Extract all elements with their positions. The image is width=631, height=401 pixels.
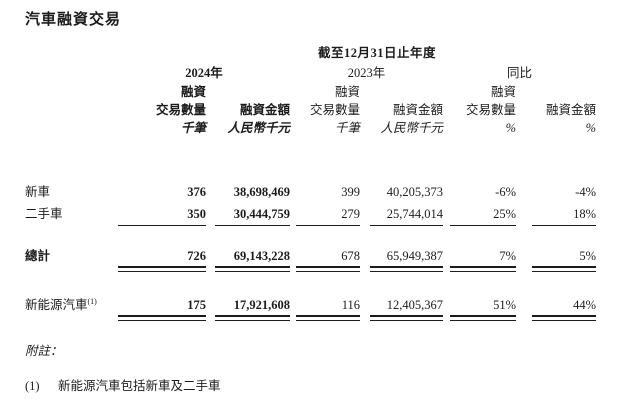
double-rule-line xyxy=(118,266,206,272)
table-row-nev: 新能源汽車(1) 175 17,921,608 116 12,405,367 5… xyxy=(25,297,631,313)
group-header-2023: 2023年 xyxy=(347,66,386,80)
group-header-2024: 2024年 xyxy=(185,66,223,80)
year-group-row: 2024年 2023年 同比 xyxy=(25,65,631,81)
period-header: 截至12月31日止年度 xyxy=(317,46,436,60)
spacer xyxy=(25,225,118,226)
double-rule-line xyxy=(370,315,443,321)
rule-line xyxy=(450,225,516,226)
double-rule-line xyxy=(296,315,360,321)
cell-2024-count: 376 xyxy=(187,185,206,199)
cell-2023-amount: 12,405,367 xyxy=(386,298,443,312)
cell-yoy-count: 7% xyxy=(499,249,516,263)
rule-line xyxy=(215,225,290,226)
cell-2023-count: 279 xyxy=(341,207,360,221)
column-header-row: 交易數量 融資金額 交易數量 融資金額 交易數量 融資金額 xyxy=(25,102,631,118)
unit-yoy-count: % xyxy=(505,121,516,135)
cell-2024-amount: 38,698,469 xyxy=(233,185,290,199)
cell-2024-count: 350 xyxy=(187,207,206,221)
units-row: 千筆 人民幣千元 千筆 人民幣千元 % % xyxy=(25,120,631,136)
rule-line xyxy=(118,225,206,226)
financing-label-2023: 融資 xyxy=(334,85,360,99)
row-label: 新車 xyxy=(25,185,51,199)
double-rule-line xyxy=(532,315,596,321)
cell-2023-amount: 25,744,014 xyxy=(386,207,443,221)
rule-line xyxy=(532,225,596,226)
cell-2024-amount: 17,921,608 xyxy=(233,298,290,312)
double-rule-line xyxy=(532,266,596,272)
page-title: 汽車融資交易 xyxy=(25,11,122,28)
unit-2024-amount: 人民幣千元 xyxy=(227,121,290,135)
cell-yoy-count: 51% xyxy=(493,298,516,312)
double-rule-row xyxy=(25,313,631,321)
row-label: 總計 xyxy=(25,249,51,263)
double-rule-line xyxy=(296,266,360,272)
cell-2023-amount: 65,949,387 xyxy=(386,249,443,263)
cell-yoy-amount: 5% xyxy=(579,249,596,263)
double-rule-line xyxy=(370,266,443,272)
double-rule-line xyxy=(450,315,516,321)
double-rule-row xyxy=(25,264,631,272)
notes-heading: 附註： xyxy=(25,344,63,358)
double-rule-line xyxy=(450,266,516,272)
cell-2024-count: 726 xyxy=(187,249,206,263)
row-label-text: 新能源汽車 xyxy=(25,298,88,312)
table-row-used-cars: 二手車 350 30,444,759 279 25,744,014 25% 18… xyxy=(25,206,631,222)
cell-2023-count: 116 xyxy=(341,298,360,312)
cell-yoy-amount: 44% xyxy=(573,298,596,312)
cell-2024-amount: 30,444,759 xyxy=(233,207,290,221)
financing-label-yoy: 融資 xyxy=(490,85,516,99)
rule-line xyxy=(370,225,443,226)
double-rule-line xyxy=(118,315,206,321)
spacer xyxy=(25,315,118,321)
rule-line xyxy=(296,225,360,226)
table-row-total: 總計 726 69,143,228 678 65,949,387 7% 5% xyxy=(25,248,631,264)
footnote-marker: (1) xyxy=(25,379,40,393)
footnote-1: (1) 新能源汽車包括新車及二手車 xyxy=(25,378,631,394)
col-header-yoy-amount: 融資金額 xyxy=(545,103,596,117)
col-header-2024-count: 交易數量 xyxy=(155,103,206,117)
group-header-yoy: 同比 xyxy=(506,66,532,80)
unit-2023-amount: 人民幣千元 xyxy=(380,121,443,135)
double-rule-line xyxy=(215,315,290,321)
row-label: 新能源汽車(1) xyxy=(25,297,118,313)
col-header-2023-amount: 融資金額 xyxy=(392,103,443,117)
cell-2024-amount: 69,143,228 xyxy=(233,249,290,263)
unit-2023-count: 千筆 xyxy=(334,121,360,135)
financing-label-2024: 融資 xyxy=(180,85,206,99)
col-header-yoy-count: 交易數量 xyxy=(465,103,516,117)
cell-yoy-amount: -4% xyxy=(575,185,596,199)
footnote-ref: (1) xyxy=(87,296,97,306)
single-rule-row xyxy=(25,222,631,226)
cell-2023-amount: 40,205,373 xyxy=(386,185,443,199)
cell-yoy-count: -6% xyxy=(495,185,516,199)
cell-yoy-amount: 18% xyxy=(573,207,596,221)
financing-sublabel-row: 融資 融資 融資 xyxy=(25,84,631,100)
cell-yoy-count: 25% xyxy=(493,207,516,221)
footnote-text: 新能源汽車包括新車及二手車 xyxy=(58,379,221,393)
double-rule-line xyxy=(215,266,290,272)
col-header-2024-amount: 融資金額 xyxy=(239,103,290,117)
period-header-row: 截至12月31日止年度 xyxy=(25,45,631,61)
row-label: 二手車 xyxy=(25,207,63,221)
unit-yoy-amount: % xyxy=(585,121,596,135)
table-row-new-cars: 新車 376 38,698,469 399 40,205,373 -6% -4% xyxy=(25,184,631,200)
cell-2023-count: 678 xyxy=(341,249,360,263)
cell-2023-count: 399 xyxy=(341,185,360,199)
unit-2024-count: 千筆 xyxy=(180,121,206,135)
spacer xyxy=(25,266,118,272)
cell-2024-count: 175 xyxy=(187,298,206,312)
col-header-2023-count: 交易數量 xyxy=(309,103,360,117)
